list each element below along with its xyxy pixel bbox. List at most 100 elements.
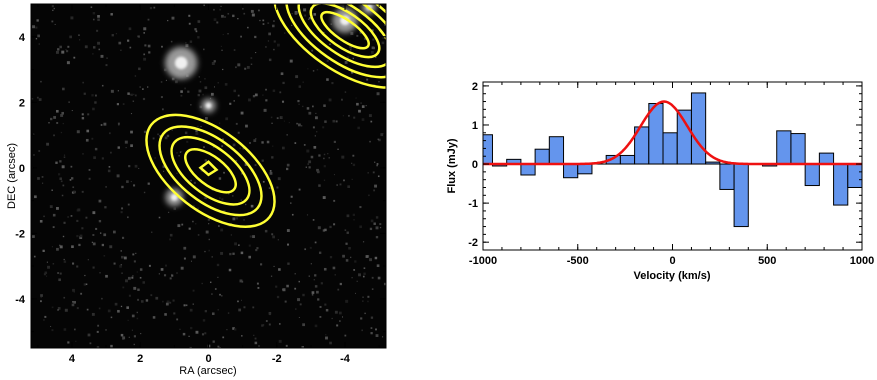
noise-speckle [244,67,247,70]
noise-speckle [82,153,84,155]
noise-speckle [137,298,140,301]
noise-speckle [291,13,293,15]
noise-speckle [113,262,116,265]
noise-speckle [325,336,328,340]
noise-speckle [120,211,123,214]
noise-speckle [91,137,94,140]
noise-speckle [213,60,216,63]
noise-speckle [33,255,36,258]
noise-speckle [103,254,106,257]
noise-speckle [190,326,193,330]
noise-speckle [288,122,290,124]
noise-speckle [318,251,322,254]
noise-speckle [347,185,350,189]
noise-speckle [63,154,66,156]
noise-speckle [232,252,235,255]
noise-speckle [371,288,374,290]
noise-speckle [245,203,247,206]
noise-speckle [133,335,137,338]
noise-speckle [218,122,221,124]
noise-speckle [77,208,81,212]
noise-speckle [306,149,310,153]
noise-speckle [237,300,239,303]
noise-speckle [42,249,45,253]
noise-speckle [33,133,35,135]
noise-speckle [262,19,265,22]
noise-speckle [242,147,245,150]
noise-speckle [195,132,199,135]
noise-speckle [36,96,39,99]
noise-speckle [118,124,120,126]
noise-speckle [352,213,356,216]
noise-speckle [197,234,200,236]
noise-speckle [219,293,221,296]
noise-speckle [90,6,93,9]
noise-speckle [232,14,235,18]
noise-speckle [100,54,104,58]
spectrum-bar [790,133,806,165]
noise-speckle [373,189,376,192]
noise-speckle [92,266,95,269]
noise-speckle [158,273,160,275]
noise-speckle [323,165,326,168]
right-axis-ticks: -1000 -500 0 500 1000 -2 -1 0 1 2 [468,81,874,267]
noise-speckle [364,37,367,40]
noise-speckle [72,186,75,189]
noise-speckle [51,5,54,8]
noise-speckle [188,227,191,230]
noise-speckle [369,227,373,231]
noise-speckle [246,65,250,69]
noise-speckle [152,137,155,140]
noise-speckle [250,204,254,208]
noise-speckle [328,98,332,102]
noise-speckle [337,288,340,291]
noise-speckle [374,184,378,188]
noise-speckle [163,170,165,172]
noise-speckle [313,146,317,149]
noise-speckle [285,167,289,171]
noise-speckle [129,93,131,96]
noise-speckle [323,267,327,271]
noise-speckle [188,22,191,25]
spectrum-bar [776,130,792,165]
noise-speckle [294,12,298,15]
noise-speckle [105,274,108,278]
noise-speckle [356,34,359,37]
noise-speckle [283,120,285,122]
noise-speckle [331,317,333,320]
noise-speckle [86,308,89,311]
spectrum-bar [548,136,565,165]
noise-speckle [323,104,326,107]
noise-speckle [85,138,89,142]
noise-speckle [85,283,88,286]
noise-speckle [222,68,224,71]
noise-speckle [370,51,374,54]
noise-speckle [223,15,227,19]
noise-speckle [221,198,224,201]
noise-speckle [268,187,271,190]
noise-speckle [171,129,173,131]
noise-speckle [52,226,55,229]
noise-speckle [190,179,192,182]
x-tick-label: -1000 [469,255,497,267]
noise-speckle [286,134,288,136]
noise-speckle [173,207,177,211]
noise-speckle [360,317,363,320]
noise-speckle [59,244,61,247]
noise-speckle [162,165,166,168]
noise-speckle [369,258,373,262]
noise-speckle [88,177,91,180]
noise-speckle [181,150,183,152]
noise-speckle [323,157,325,160]
noise-speckle [167,19,169,22]
noise-speckle [254,93,258,97]
image-noise [31,4,386,348]
noise-speckle [101,84,104,87]
noise-speckle [143,57,147,61]
x-tick-label: -500 [567,255,589,267]
noise-speckle [379,226,382,229]
noise-speckle [272,145,274,147]
noise-speckle [365,255,369,258]
noise-speckle [212,145,215,148]
noise-speckle [81,227,84,230]
